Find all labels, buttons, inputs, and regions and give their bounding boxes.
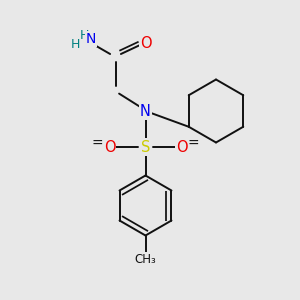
Text: O: O xyxy=(104,140,115,154)
Text: CH₃: CH₃ xyxy=(135,253,156,266)
Text: =: = xyxy=(188,136,199,150)
Text: O: O xyxy=(176,140,187,154)
Text: O: O xyxy=(140,36,151,51)
Text: N: N xyxy=(86,32,96,46)
Text: =: = xyxy=(92,136,103,150)
Text: N: N xyxy=(140,103,151,118)
Text: H: H xyxy=(79,28,89,42)
Text: H: H xyxy=(71,38,81,51)
Text: S: S xyxy=(141,140,150,154)
